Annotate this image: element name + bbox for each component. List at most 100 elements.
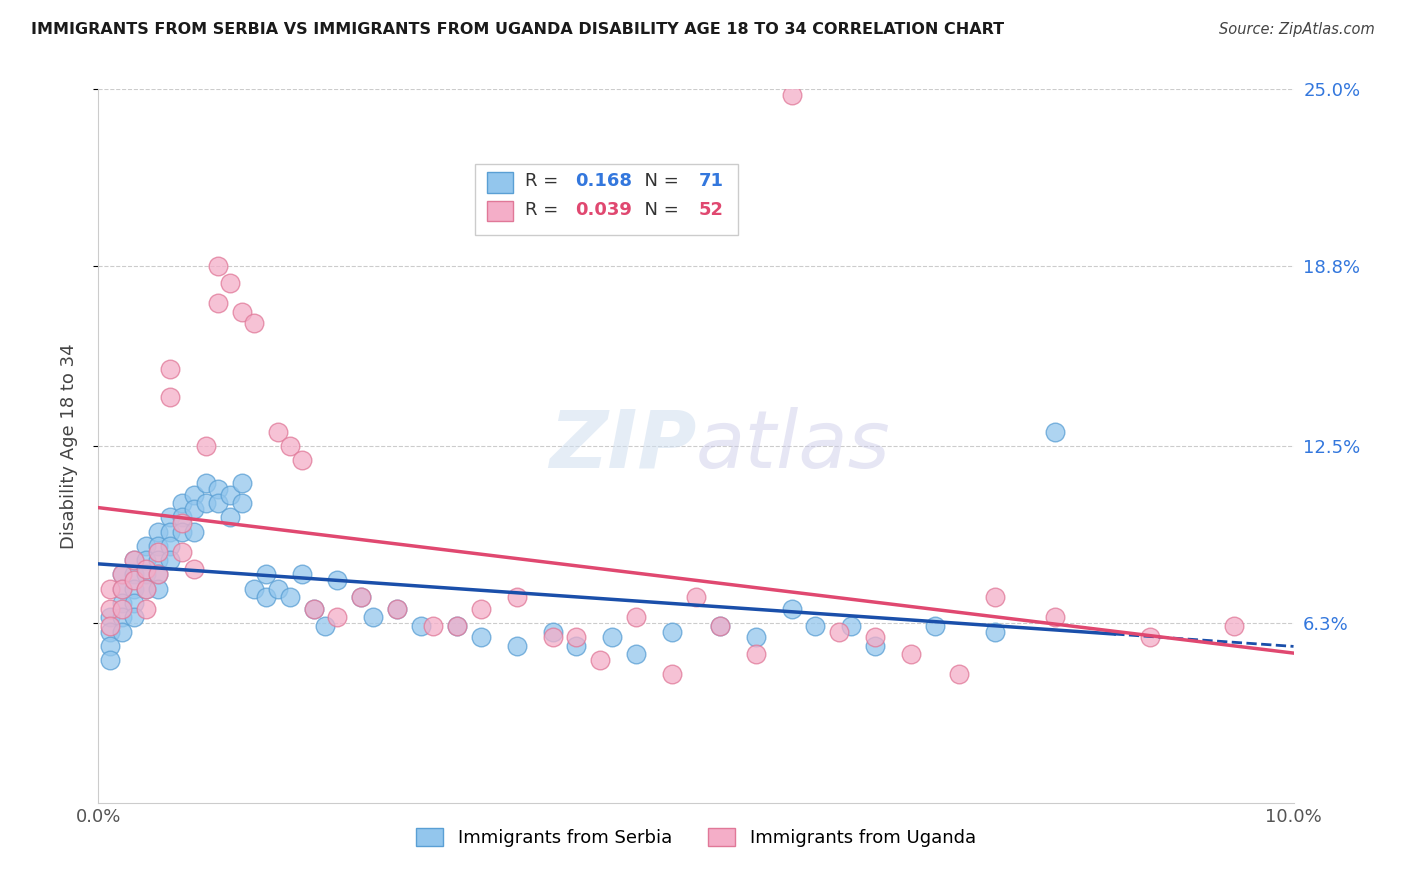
Point [1223, 619, 1246, 633]
Point [565, 639, 588, 653]
Point [207, 296, 229, 310]
Point [291, 453, 314, 467]
Point [219, 510, 242, 524]
Point [219, 487, 242, 501]
Point [506, 591, 529, 605]
Point [111, 567, 134, 582]
Text: 71: 71 [699, 172, 723, 190]
Point [589, 653, 612, 667]
Point [148, 567, 170, 582]
Point [111, 596, 134, 610]
Point [506, 639, 529, 653]
Point [315, 619, 337, 633]
Point [219, 277, 242, 291]
Point [111, 624, 134, 639]
Point [172, 516, 194, 530]
Point [111, 601, 134, 615]
Text: 52: 52 [699, 201, 723, 219]
Point [135, 601, 157, 615]
Point [98, 601, 122, 615]
Text: 0.168: 0.168 [575, 172, 633, 190]
Point [363, 610, 385, 624]
Point [183, 487, 205, 501]
Point [207, 496, 229, 510]
Point [302, 601, 325, 615]
Point [685, 591, 707, 605]
Point [602, 630, 624, 644]
Point [661, 624, 683, 639]
Point [446, 619, 468, 633]
Point [291, 567, 314, 582]
Point [135, 539, 157, 553]
Point [984, 591, 1007, 605]
Point [231, 476, 253, 491]
Point [470, 601, 492, 615]
Point [231, 496, 253, 510]
Point [231, 305, 253, 319]
Point [411, 619, 433, 633]
Point [124, 553, 146, 567]
Point [1043, 425, 1066, 439]
Point [865, 639, 887, 653]
Point [135, 562, 157, 576]
Point [780, 601, 803, 615]
Point [111, 582, 134, 596]
Point [350, 591, 373, 605]
Point [900, 648, 922, 662]
Point [243, 316, 266, 330]
Point [124, 567, 146, 582]
Point [541, 624, 564, 639]
Point [124, 553, 146, 567]
Text: IMMIGRANTS FROM SERBIA VS IMMIGRANTS FROM UGANDA DISABILITY AGE 18 TO 34 CORRELA: IMMIGRANTS FROM SERBIA VS IMMIGRANTS FRO… [31, 22, 1004, 37]
Point [626, 610, 648, 624]
Point [254, 591, 277, 605]
Point [1043, 610, 1066, 624]
Point [159, 510, 181, 524]
Point [124, 610, 146, 624]
Point [865, 630, 887, 644]
Point [422, 619, 444, 633]
Point [804, 619, 827, 633]
Point [195, 476, 218, 491]
Point [326, 573, 349, 587]
Point [98, 582, 122, 596]
Point [172, 496, 194, 510]
Point [565, 630, 588, 644]
Point [1139, 630, 1161, 644]
Point [124, 582, 146, 596]
Text: Source: ZipAtlas.com: Source: ZipAtlas.com [1219, 22, 1375, 37]
Point [124, 596, 146, 610]
Point [159, 524, 181, 539]
Point [626, 648, 648, 662]
Point [470, 630, 492, 644]
Point [780, 87, 803, 102]
Point [148, 544, 170, 558]
Point [148, 567, 170, 582]
Point [183, 501, 205, 516]
Point [159, 553, 181, 567]
Point [159, 362, 181, 376]
Point [278, 591, 301, 605]
Point [385, 601, 409, 615]
Point [183, 562, 205, 576]
Point [111, 582, 134, 596]
Point [148, 539, 170, 553]
Text: R =: R = [524, 201, 564, 219]
Point [745, 648, 768, 662]
Point [254, 567, 277, 582]
Point [709, 619, 731, 633]
Point [243, 582, 266, 596]
Point [98, 624, 122, 639]
Point [98, 619, 122, 633]
Point [183, 524, 205, 539]
Point [267, 425, 290, 439]
Point [446, 619, 468, 633]
Point [148, 524, 170, 539]
Point [159, 539, 181, 553]
Point [207, 259, 229, 273]
Point [172, 524, 194, 539]
Point [661, 667, 683, 681]
Point [98, 610, 122, 624]
FancyBboxPatch shape [486, 172, 513, 193]
Point [350, 591, 373, 605]
